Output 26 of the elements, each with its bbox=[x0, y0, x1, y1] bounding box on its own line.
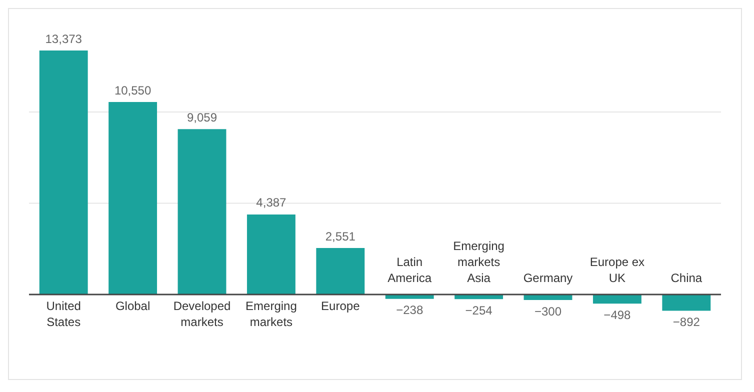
data-label: 4,387 bbox=[256, 196, 287, 210]
x-tick-label: Emerging markets bbox=[246, 298, 297, 329]
data-label: 2,551 bbox=[325, 229, 356, 244]
bar bbox=[246, 214, 296, 294]
bar bbox=[662, 294, 711, 311]
x-tick-label: Developed markets bbox=[173, 298, 231, 329]
data-label: 10,550 bbox=[114, 83, 152, 98]
x-tick-label: Europe ex UK bbox=[590, 254, 645, 285]
bar bbox=[178, 129, 226, 294]
bar bbox=[108, 102, 158, 294]
x-tick-label: China bbox=[670, 270, 702, 285]
x-tick-label: Emerging markets Asia bbox=[453, 238, 504, 285]
data-label: 9,059 bbox=[186, 110, 218, 124]
x-tick-label: Latin America bbox=[388, 254, 432, 285]
data-label: −300 bbox=[534, 304, 562, 318]
bar bbox=[316, 248, 365, 294]
data-label: −498 bbox=[604, 308, 632, 322]
x-tick-label: United States bbox=[46, 298, 81, 329]
x-tick-label: Europe bbox=[321, 298, 360, 313]
data-label: −238 bbox=[396, 303, 424, 318]
data-label: −892 bbox=[672, 315, 700, 330]
x-tick-label: Global bbox=[115, 298, 150, 313]
bar bbox=[39, 50, 88, 294]
x-tick-label: Germany bbox=[523, 270, 573, 285]
data-label: 13,373 bbox=[45, 32, 82, 46]
data-label: −254 bbox=[465, 303, 493, 318]
